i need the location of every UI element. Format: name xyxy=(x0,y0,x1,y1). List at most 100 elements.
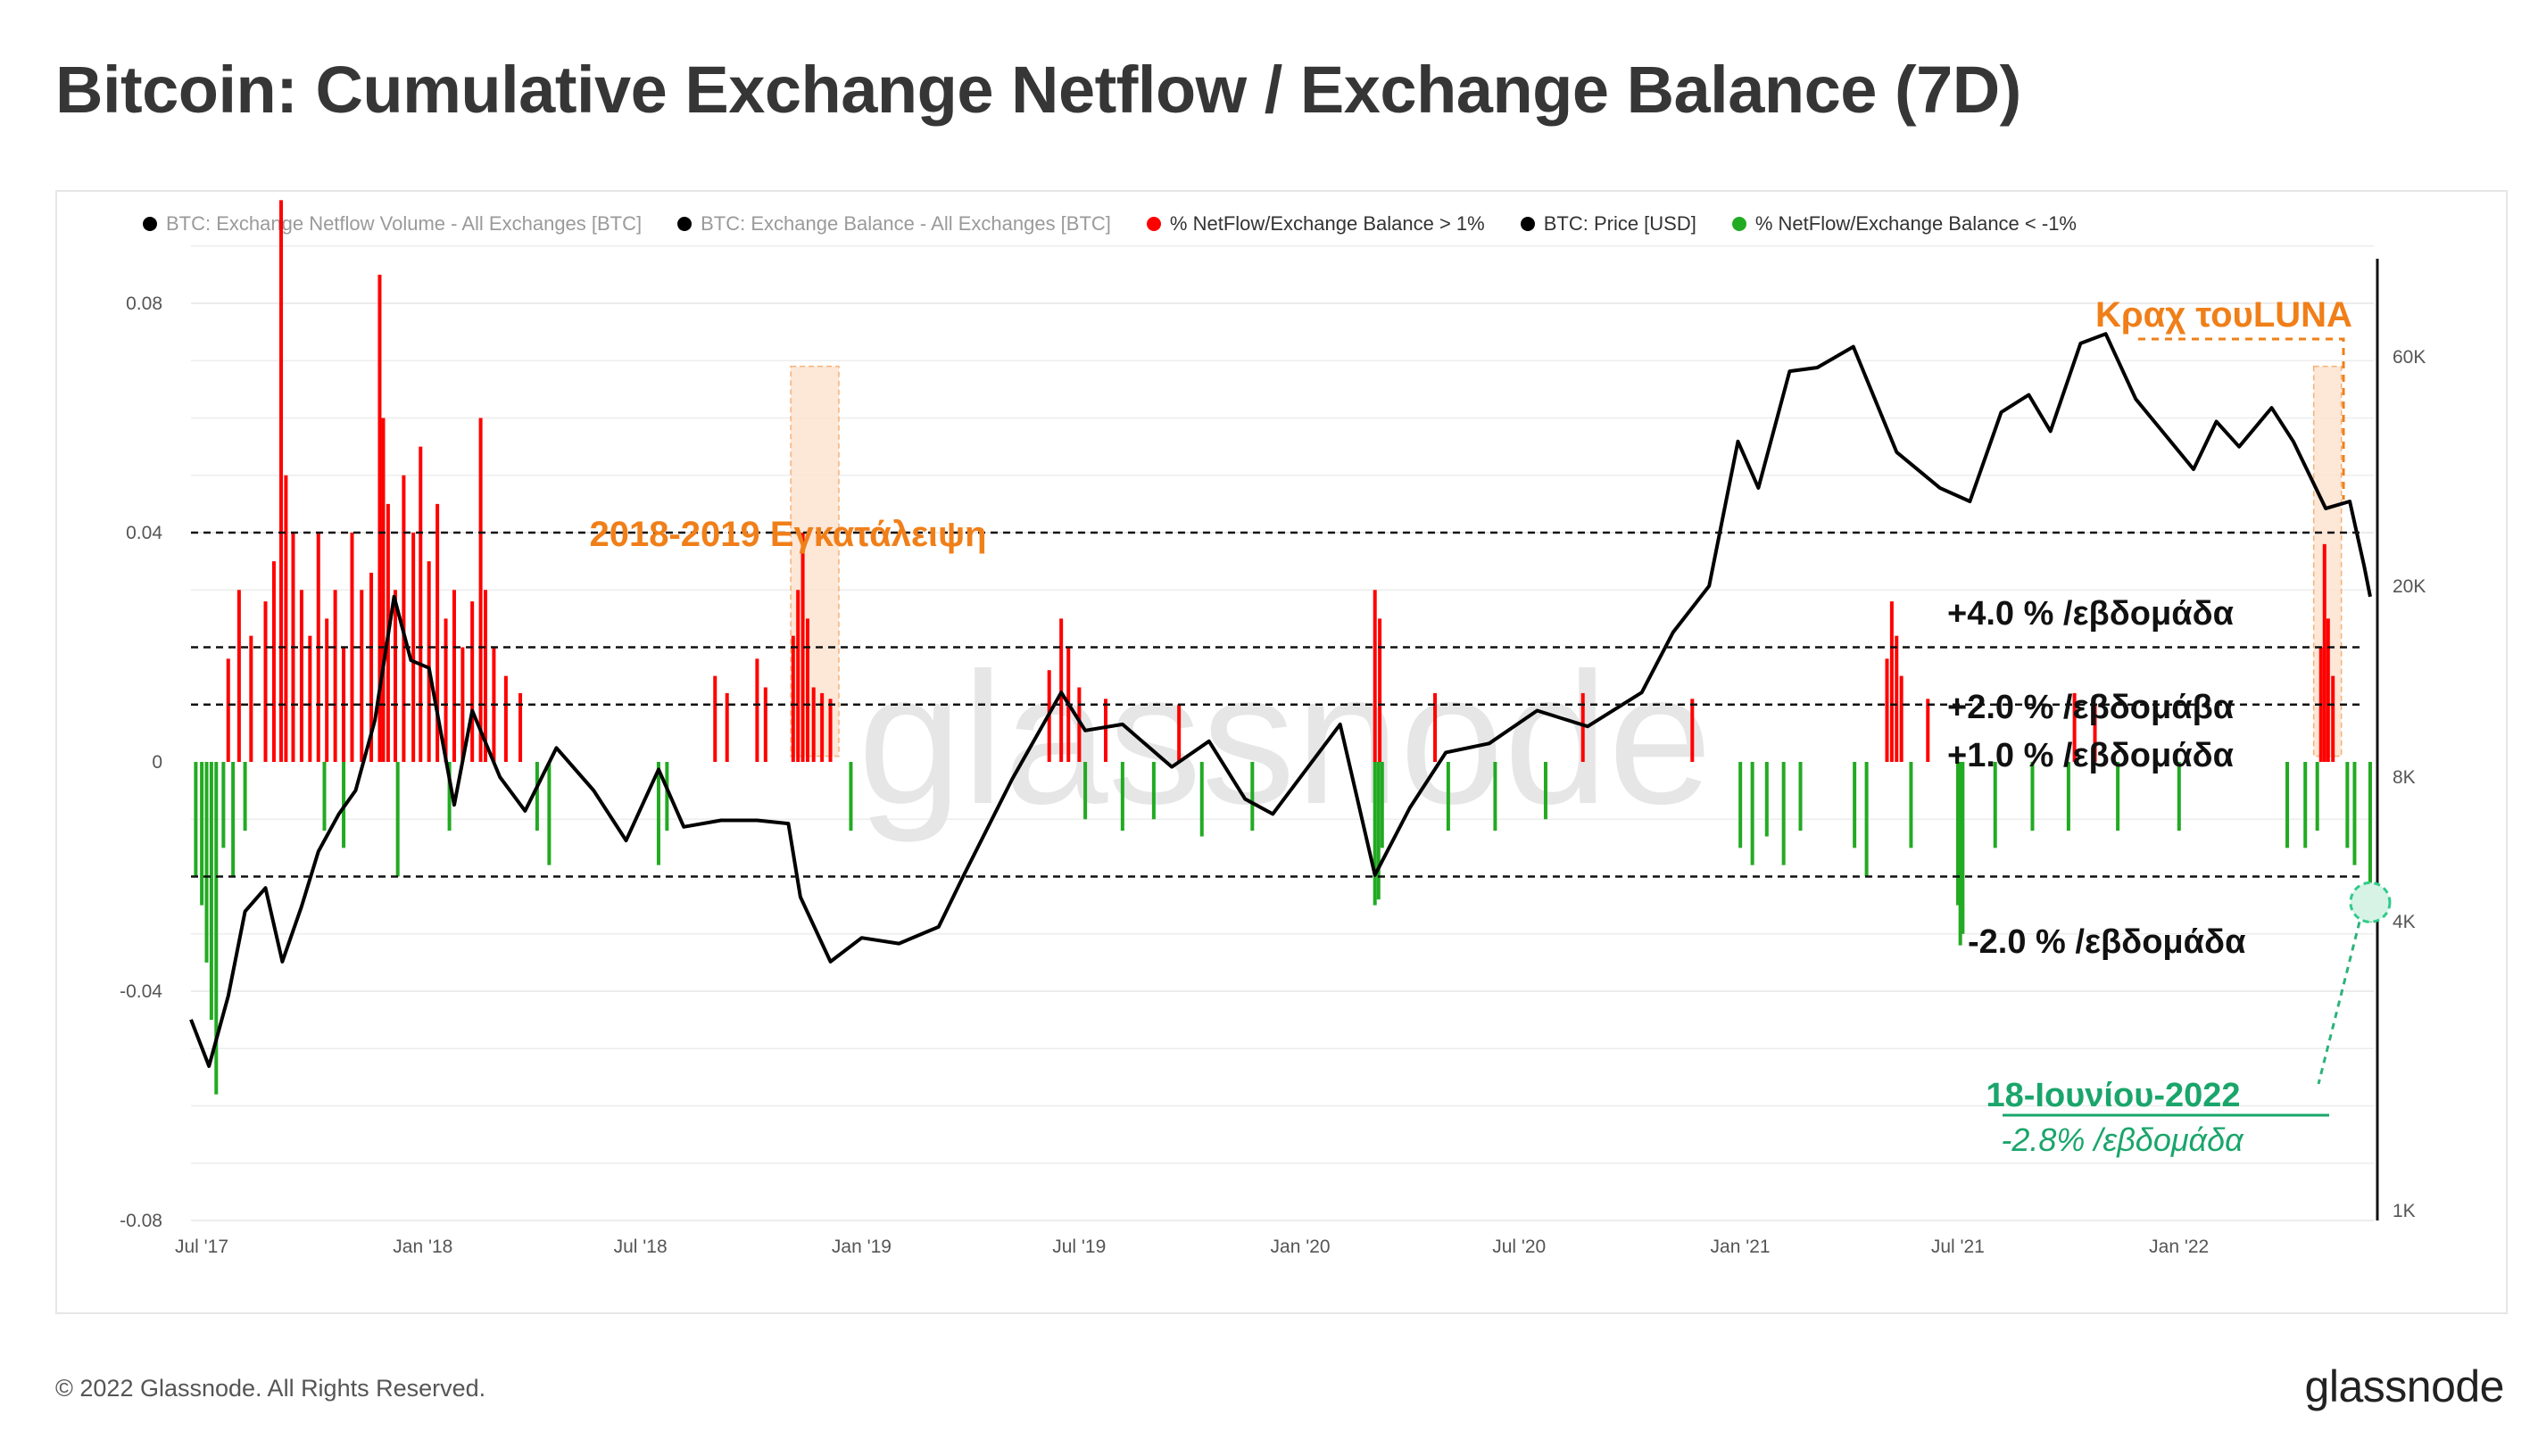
inflow-bar xyxy=(325,618,329,762)
outflow-bar xyxy=(849,762,853,831)
outflow-bar xyxy=(243,762,247,831)
outflow-bar xyxy=(2315,762,2319,831)
reference-label: +1.0 % /εβδομάδα xyxy=(1947,737,2234,774)
y-left-tick-label: -0.04 xyxy=(120,981,162,1002)
outflow-bar xyxy=(535,762,539,831)
legend-item[interactable]: % NetFlow/Exchange Balance > 1% xyxy=(1146,212,1485,236)
chart-title: Bitcoin: Cumulative Exchange Netflow / E… xyxy=(55,53,2021,127)
inflow-bar xyxy=(2326,618,2330,762)
inflow-bar xyxy=(1889,601,1894,762)
y-right-tick-label: 4K xyxy=(2393,912,2416,932)
outflow-bar xyxy=(1446,762,1450,831)
outflow-bar xyxy=(1853,762,1857,848)
x-tick-label: Jan '22 xyxy=(2149,1237,2209,1257)
y-left-tick-label: 0.08 xyxy=(126,294,162,314)
outflow-bar xyxy=(1750,762,1754,865)
outflow-bar xyxy=(1380,762,1384,848)
inflow-bar xyxy=(377,274,382,762)
outflow-bar xyxy=(231,762,236,877)
chart-panel xyxy=(55,190,2508,1314)
outflow-bar xyxy=(656,762,660,865)
inflow-bar xyxy=(820,692,825,762)
inflow-bar xyxy=(284,475,288,762)
inflow-bar xyxy=(811,687,816,762)
inflow-bar xyxy=(263,601,268,762)
inflow-bar xyxy=(411,533,416,762)
outflow-bar xyxy=(1798,762,1803,831)
inflow-bar xyxy=(427,561,431,762)
inflow-bar xyxy=(1926,699,1930,762)
outflow-bar xyxy=(194,762,198,877)
inflow-bar xyxy=(2322,543,2326,762)
inflow-bar xyxy=(2072,692,2077,762)
inflow-bar xyxy=(805,618,809,762)
outflow-bar xyxy=(1864,762,1869,877)
outflow-bar xyxy=(322,762,327,831)
inflow-bar xyxy=(1059,618,1064,762)
inflow-bar xyxy=(1104,699,1108,762)
outflow-bar xyxy=(2285,762,2290,848)
watermark: glassnode xyxy=(858,633,1712,843)
capitulation-label: 2018-2019 Εγκατάλειψη xyxy=(589,515,986,554)
inflow-bar xyxy=(1885,658,1889,762)
outflow-bar xyxy=(209,762,213,1021)
outflow-bar xyxy=(2066,762,2070,831)
inflow-bar xyxy=(713,675,717,762)
inflow-bar xyxy=(518,692,523,762)
x-tick-label: Jul '21 xyxy=(1931,1237,1985,1257)
outflow-bar xyxy=(1993,762,1997,848)
x-tick-label: Jan '20 xyxy=(1271,1237,1331,1257)
x-tick-label: Jan '18 xyxy=(393,1237,452,1257)
inflow-bar xyxy=(1433,692,1438,762)
legend-label: % NetFlow/Exchange Balance < -1% xyxy=(1754,212,2077,235)
inflow-bar xyxy=(470,601,475,762)
legend-swatch xyxy=(143,217,157,231)
inflow-bar xyxy=(1580,692,1585,762)
inflow-bar xyxy=(236,590,241,762)
inflow-bar xyxy=(828,699,833,762)
outflow-bar xyxy=(1083,762,1088,820)
outflow-bar xyxy=(2303,762,2308,848)
outflow-bar xyxy=(1543,762,1547,820)
inflow-bar xyxy=(226,658,230,762)
inflow-bar xyxy=(763,687,767,762)
outflow-bar xyxy=(221,762,226,848)
legend-item[interactable]: BTC: Price [USD] xyxy=(1520,212,1696,236)
inflow-bar xyxy=(755,658,759,762)
outflow-bar xyxy=(447,762,452,831)
inflow-bar xyxy=(360,590,364,762)
y-left-tick-label: -0.08 xyxy=(120,1211,162,1231)
inflow-bar xyxy=(503,675,508,762)
inflow-bar xyxy=(444,618,448,762)
outflow-bar xyxy=(1909,762,1913,848)
inflow-bar xyxy=(460,647,465,762)
outflow-bar xyxy=(1373,762,1377,906)
inflow-bar xyxy=(791,635,795,762)
outflow-bar xyxy=(2177,762,2181,831)
luna-leader xyxy=(2138,337,2345,500)
inflow-bar xyxy=(435,503,440,762)
outflow-bar xyxy=(204,762,209,963)
inflow-bar xyxy=(369,572,374,762)
x-tick-label: Jul '17 xyxy=(175,1237,228,1257)
inflow-bar xyxy=(478,418,483,762)
y-left-tick-label: 0 xyxy=(152,752,162,773)
legend-item[interactable]: BTC: Exchange Netflow Volume - All Excha… xyxy=(143,212,642,236)
inflow-bar xyxy=(2093,704,2097,762)
outflow-bar xyxy=(1961,762,1965,934)
legend-item[interactable]: BTC: Exchange Balance - All Exchanges [B… xyxy=(677,212,1111,236)
x-tick-label: Jan '19 xyxy=(832,1237,892,1257)
legend-label: % NetFlow/Exchange Balance > 1% xyxy=(1169,212,1485,235)
legend-swatch xyxy=(1520,217,1535,231)
reference-label: +4.0 % /εβδομάδα xyxy=(1947,595,2234,633)
inflow-bar xyxy=(271,561,276,762)
inflow-bar xyxy=(2331,675,2335,762)
june18-marker xyxy=(2349,881,2392,923)
legend-item[interactable]: % NetFlow/Exchange Balance < -1% xyxy=(1731,212,2077,236)
inflow-bar xyxy=(308,635,312,762)
inflow-bar xyxy=(350,533,354,762)
footer-logo: glassnode xyxy=(2304,1361,2505,1411)
legend-label: BTC: Price [USD] xyxy=(1543,212,1696,235)
x-tick-label: Jul '19 xyxy=(1052,1237,1106,1257)
